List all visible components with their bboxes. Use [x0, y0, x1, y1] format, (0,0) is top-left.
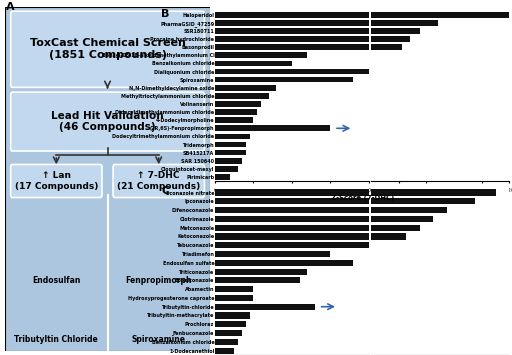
- Text: C: C: [161, 186, 169, 196]
- Bar: [215, 216, 369, 222]
- Text: A: A: [6, 2, 14, 12]
- Bar: [215, 125, 330, 131]
- Text: Lead Hit Validation
(46 Compounds): Lead Hit Validation (46 Compounds): [51, 111, 164, 132]
- Text: Fenpropimorph: Fenpropimorph: [125, 276, 192, 285]
- Bar: [215, 118, 253, 123]
- Bar: [344, 225, 419, 231]
- Text: Spiroxamine: Spiroxamine: [132, 335, 186, 344]
- Bar: [215, 260, 353, 266]
- Bar: [344, 36, 410, 42]
- Text: ↑ Lan
(17 Compounds): ↑ Lan (17 Compounds): [15, 171, 98, 191]
- Bar: [215, 69, 369, 74]
- Bar: [344, 28, 419, 34]
- Bar: [215, 20, 369, 26]
- FancyBboxPatch shape: [11, 164, 102, 197]
- Bar: [215, 277, 300, 283]
- Bar: [215, 190, 369, 196]
- Bar: [215, 166, 238, 172]
- Bar: [344, 216, 433, 222]
- Bar: [215, 295, 253, 301]
- Bar: [215, 36, 369, 42]
- Bar: [215, 61, 292, 66]
- Bar: [215, 85, 276, 91]
- Bar: [215, 12, 369, 17]
- Bar: [215, 142, 246, 147]
- Bar: [215, 330, 242, 336]
- Bar: [215, 233, 369, 240]
- Text: Z-Score (7-DHC): Z-Score (7-DHC): [331, 195, 394, 201]
- Bar: [215, 268, 307, 275]
- Bar: [344, 198, 475, 204]
- Bar: [344, 233, 406, 240]
- FancyBboxPatch shape: [11, 11, 204, 87]
- Bar: [215, 28, 369, 34]
- Bar: [215, 44, 369, 50]
- FancyBboxPatch shape: [11, 92, 204, 151]
- Bar: [215, 77, 353, 82]
- Bar: [215, 348, 234, 354]
- Bar: [215, 339, 238, 345]
- Bar: [215, 321, 246, 327]
- Bar: [344, 12, 509, 17]
- Text: Endosulfan: Endosulfan: [32, 276, 80, 285]
- Bar: [215, 93, 269, 99]
- Bar: [215, 150, 246, 155]
- Bar: [215, 286, 253, 292]
- Bar: [215, 158, 242, 164]
- Bar: [215, 251, 330, 257]
- Bar: [215, 198, 369, 204]
- Bar: [215, 133, 250, 139]
- Bar: [215, 207, 369, 213]
- FancyBboxPatch shape: [113, 164, 204, 197]
- Bar: [215, 174, 230, 180]
- Bar: [344, 20, 438, 26]
- Text: Tributyltin Chloride: Tributyltin Chloride: [14, 335, 98, 344]
- Bar: [215, 225, 369, 231]
- Bar: [215, 312, 250, 318]
- Bar: [344, 190, 496, 196]
- Bar: [215, 53, 307, 58]
- Text: B: B: [161, 9, 169, 19]
- Bar: [215, 109, 257, 115]
- Bar: [215, 304, 315, 310]
- Bar: [215, 101, 261, 107]
- Text: ↑ 7-DHC
(21 Compounds): ↑ 7-DHC (21 Compounds): [117, 171, 200, 191]
- Bar: [344, 44, 401, 50]
- Text: ToxCast Chemical Screen
(1851 Compounds): ToxCast Chemical Screen (1851 Compounds): [30, 38, 185, 60]
- Bar: [344, 207, 447, 213]
- Bar: [215, 242, 369, 248]
